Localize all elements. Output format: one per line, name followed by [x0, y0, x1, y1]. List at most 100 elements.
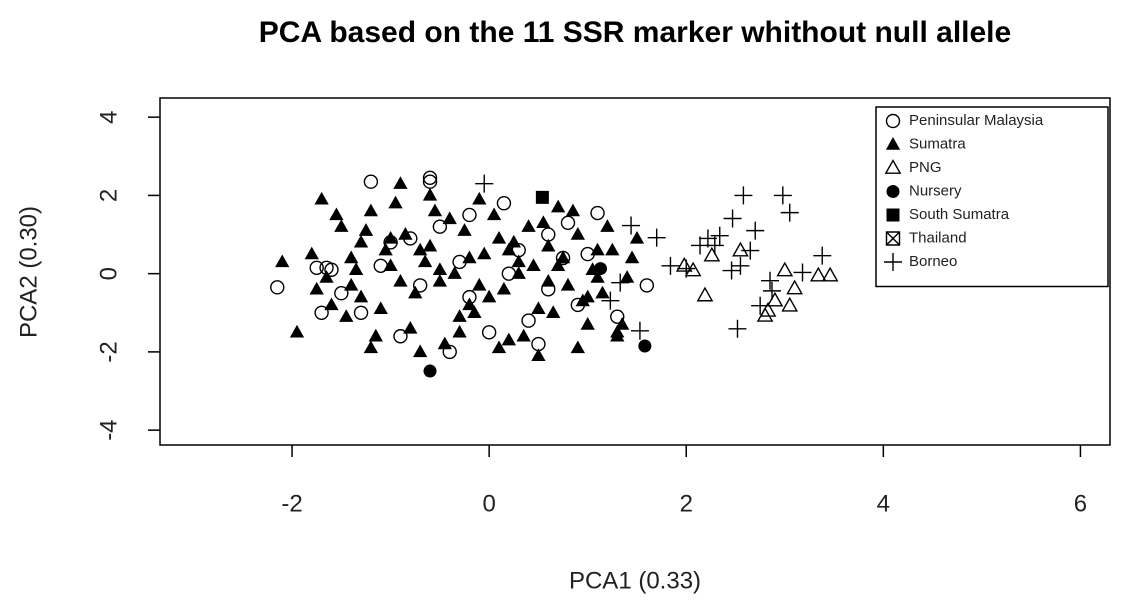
point — [521, 219, 536, 232]
point — [353, 305, 369, 320]
point — [427, 203, 443, 217]
point — [422, 238, 438, 252]
point — [722, 261, 741, 280]
point — [358, 223, 374, 236]
point — [731, 256, 750, 275]
point — [630, 321, 649, 340]
point — [447, 266, 462, 279]
point — [541, 238, 556, 252]
point — [732, 241, 749, 257]
legend-marker — [884, 253, 902, 271]
point — [590, 205, 605, 221]
point — [363, 203, 379, 217]
x-tick-label: -2 — [281, 490, 302, 517]
point — [590, 270, 605, 283]
point — [501, 242, 517, 256]
point — [393, 329, 408, 344]
point — [422, 187, 438, 201]
point — [594, 262, 608, 276]
point — [462, 297, 477, 311]
point — [723, 209, 742, 228]
point — [580, 317, 595, 330]
legend-label: PNG — [909, 159, 942, 176]
point — [324, 297, 339, 311]
point — [475, 174, 494, 193]
point — [746, 221, 765, 240]
point — [417, 254, 433, 268]
point — [388, 195, 403, 209]
point — [309, 281, 324, 295]
point — [813, 246, 832, 265]
point — [639, 278, 655, 293]
point — [766, 291, 784, 307]
point — [546, 305, 561, 318]
point — [329, 207, 344, 221]
legend-marker — [885, 113, 901, 129]
point — [610, 324, 625, 338]
x-tick-label: 2 — [680, 490, 693, 517]
point — [452, 309, 467, 322]
point — [373, 301, 388, 315]
point — [610, 309, 625, 324]
point — [334, 286, 349, 301]
point — [334, 219, 349, 232]
point — [560, 215, 576, 230]
y-tick-label: -2 — [95, 341, 122, 362]
point — [531, 348, 546, 362]
point — [383, 230, 398, 244]
point — [314, 191, 329, 205]
point — [629, 230, 645, 244]
y-tick-label: -4 — [95, 419, 122, 440]
point — [751, 296, 770, 315]
point — [363, 174, 379, 189]
point — [275, 254, 290, 268]
legend-label: Thailand — [909, 229, 967, 246]
legend-box — [875, 106, 1109, 288]
chart-title: PCA based on the 11 SSR marker whithout … — [259, 16, 1011, 49]
point — [550, 258, 566, 272]
point — [550, 199, 566, 213]
point — [472, 277, 487, 291]
point — [696, 286, 714, 302]
point — [432, 262, 448, 275]
point — [691, 236, 710, 255]
point — [324, 262, 339, 277]
point — [647, 228, 666, 247]
point — [348, 262, 364, 275]
point — [413, 344, 428, 358]
point — [496, 196, 512, 211]
point — [383, 258, 398, 272]
legend-label: South Sumatra — [909, 206, 1010, 223]
point — [638, 339, 652, 353]
point — [491, 340, 507, 354]
point — [809, 266, 827, 282]
point — [511, 254, 526, 268]
point — [289, 324, 305, 338]
point — [776, 261, 794, 277]
point — [309, 260, 324, 275]
point — [580, 289, 595, 303]
point — [408, 285, 423, 299]
point — [486, 207, 502, 221]
legend-label: Nursery — [909, 182, 962, 199]
legend-marker — [885, 231, 901, 246]
point — [786, 279, 803, 295]
point — [600, 219, 615, 232]
point — [432, 219, 448, 234]
point — [339, 309, 354, 322]
point — [442, 211, 457, 225]
point — [535, 190, 549, 204]
point — [353, 234, 369, 248]
point — [521, 313, 536, 328]
point — [452, 324, 467, 338]
point — [762, 281, 781, 300]
x-tick-label: 4 — [877, 490, 890, 517]
point — [570, 340, 585, 354]
y-tick-label: 0 — [95, 267, 122, 280]
point — [467, 305, 482, 318]
point — [423, 364, 437, 378]
point — [773, 186, 792, 205]
point — [761, 271, 780, 290]
point — [590, 242, 605, 256]
